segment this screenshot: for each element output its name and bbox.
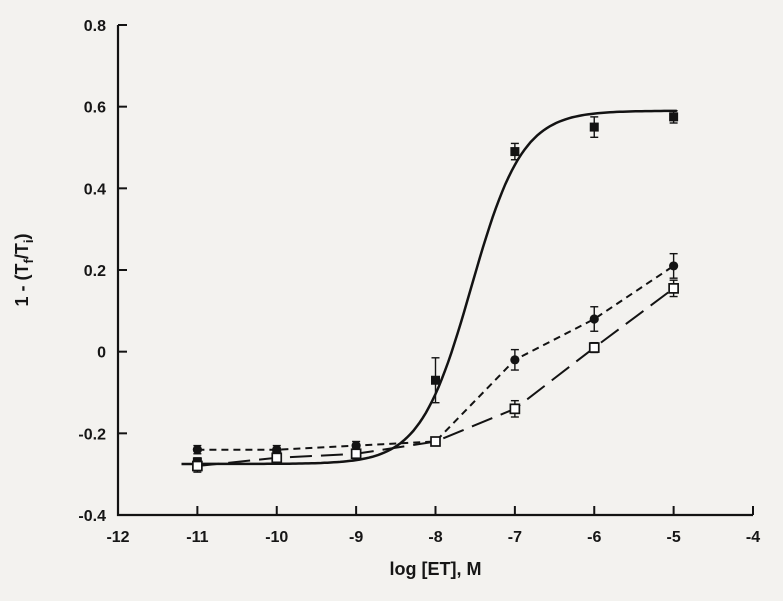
x-tick-label: -5: [667, 529, 681, 546]
marker-filled-circle: [272, 445, 282, 455]
y-tick-label: 0: [97, 345, 106, 362]
y-tick-label: -0.2: [78, 426, 106, 443]
marker-filled-square: [431, 375, 440, 385]
marker-filled-circle: [669, 261, 679, 271]
x-axis-title: log [ET], M: [390, 559, 482, 579]
marker-filled-circle: [351, 440, 361, 451]
marker-filled-square: [669, 112, 679, 122]
x-tick-label: -11: [186, 529, 208, 546]
marker-filled-square: [589, 122, 599, 132]
marker-open-square: [668, 283, 679, 294]
marker-open-square: [430, 436, 441, 447]
y-tick-label: -0.4: [78, 508, 106, 525]
marker-filled-circle: [510, 355, 520, 365]
marker-filled-circle: [192, 445, 202, 455]
x-tick-label: -9: [349, 529, 363, 546]
y-tick-label: 0.6: [84, 100, 106, 117]
marker-open-square: [192, 460, 203, 472]
marker-filled-square: [510, 147, 520, 157]
y-tick-label: 0.8: [84, 18, 106, 35]
y-tick-label: 0.4: [84, 181, 106, 198]
x-tick-label: -12: [106, 529, 129, 546]
fit-curve-filled-square-solid-fit: [181, 109, 677, 466]
x-tick-label: -8: [428, 529, 442, 546]
marker-open-square: [509, 403, 521, 415]
y-axis-title: 1 - (Tf/Ti): [12, 234, 36, 307]
x-tick-label: -10: [265, 529, 288, 546]
marker-open-square: [271, 452, 283, 464]
marker-open-square: [350, 448, 362, 460]
x-tick-label: -7: [508, 529, 522, 546]
x-tick-label: -4: [746, 529, 760, 546]
marker-filled-circle: [589, 314, 599, 324]
y-tick-label: 0.2: [84, 263, 106, 280]
marker-open-square: [588, 342, 600, 353]
x-tick-label: -6: [587, 529, 601, 546]
